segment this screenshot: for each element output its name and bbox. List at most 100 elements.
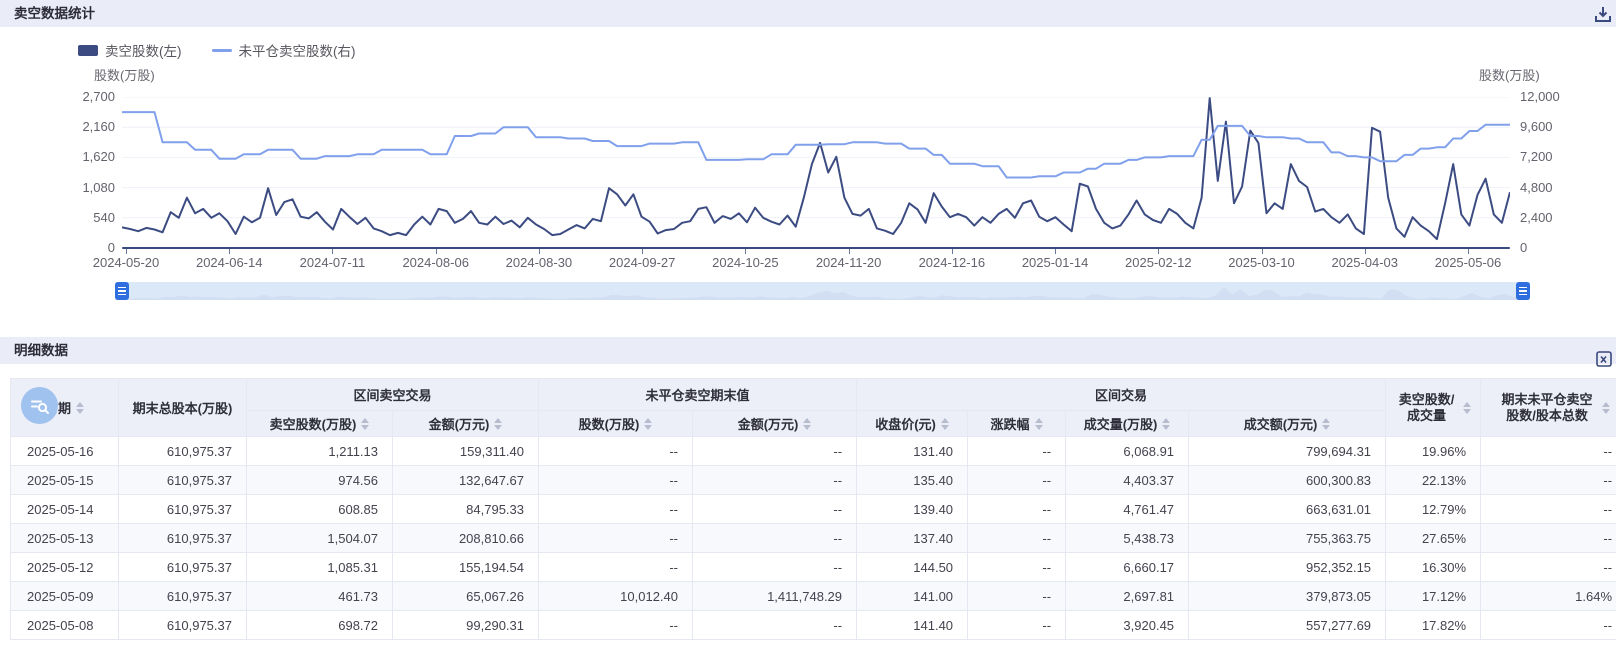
x-tick-label: 2024-11-20 [815, 255, 882, 270]
sort-carets-icon[interactable] [494, 417, 503, 430]
x-axis-line [122, 246, 1510, 249]
x-tick-label: 2025-05-06 [1434, 255, 1502, 270]
export-excel-icon[interactable] [1596, 351, 1613, 373]
col-header-close-price[interactable]: 收盘价(元) [856, 410, 969, 437]
sort-carets-icon[interactable] [940, 417, 949, 430]
table-row: 2025-05-12 610,975.37 1,085.31 155,194.54 --… [10, 552, 1616, 582]
sort-carets-icon[interactable] [76, 401, 84, 414]
x-tick-mark [642, 249, 644, 254]
col-header-ratio-short-vol[interactable]: 卖空股数/成交量 [1385, 378, 1482, 437]
cell-value: 10,012.40 [538, 581, 694, 611]
cell-value: 755,363.75 [1188, 523, 1387, 553]
x-tick-label: 2024-09-27 [608, 255, 676, 270]
col-header-date[interactable]: 日期 [10, 378, 119, 437]
cell-date: 2025-05-12 [10, 552, 119, 582]
right-axis-title: 股数(万股) [1479, 68, 1540, 83]
cell-value: 610,975.37 [118, 523, 247, 553]
cell-value: 600,300.83 [1188, 465, 1387, 495]
cell-value: 141.40 [856, 610, 969, 640]
table-row: 2025-05-08 610,975.37 698.72 99,290.31 -- -- 1… [10, 610, 1616, 640]
cell-value: -- [967, 523, 1067, 553]
cell-date: 2025-05-13 [10, 523, 119, 553]
y-tick-label-left: 0 [107, 240, 115, 255]
table-row: 2025-05-16 610,975.37 1,211.13 159,311.40 --… [10, 436, 1616, 466]
col-header-turnover[interactable]: 成交额(万元) [1188, 410, 1387, 437]
legend-swatch-dark [78, 44, 98, 56]
cell-value: -- [1480, 436, 1616, 466]
cell-value: 1,085.31 [246, 552, 393, 582]
sort-carets-icon[interactable] [1322, 417, 1331, 430]
sort-carets-icon[interactable] [644, 417, 653, 430]
col-header-short-amount[interactable]: 金额(万元) [391, 410, 540, 437]
x-tick-label: 2025-01-14 [1021, 255, 1089, 270]
cell-value: 208,810.66 [391, 523, 540, 553]
datazoom-slider-track[interactable] [115, 282, 1530, 300]
col-header-open-amount[interactable]: 金额(万元) [692, 410, 858, 437]
cell-value: -- [1480, 552, 1616, 582]
cell-value: 132,647.67 [391, 465, 540, 495]
x-tick-mark [332, 249, 334, 254]
datazoom-preview [115, 287, 1530, 300]
table-panel-header: 明细数据 [0, 337, 1616, 364]
cell-value: -- [538, 552, 694, 582]
cell-value: 139.40 [856, 494, 969, 524]
x-tick-mark [1158, 249, 1160, 254]
cell-value: 1.64% [1480, 581, 1616, 611]
x-tick-mark [1364, 249, 1366, 254]
datazoom-left-handle[interactable] [115, 282, 129, 300]
sort-carets-icon[interactable] [361, 417, 370, 430]
y-tick-label-right: 12,000 [1520, 89, 1560, 104]
cell-value: -- [967, 465, 1067, 495]
cell-value: -- [967, 494, 1067, 524]
sort-carets-icon[interactable] [1602, 401, 1611, 414]
cell-value: 16.30% [1385, 552, 1482, 582]
y-tick-label-right: 9,600 [1520, 119, 1553, 135]
legend-item-short-shares[interactable]: 卖空股数(左) [78, 40, 182, 60]
cell-value: 12.79% [1385, 494, 1482, 524]
x-tick-mark [229, 249, 231, 254]
cell-value: -- [692, 523, 858, 553]
y-tick-label-left: 1,080 [82, 179, 115, 195]
cell-value: -- [538, 523, 694, 553]
col-header-change[interactable]: 涨跌幅 [967, 410, 1067, 437]
chart-panel-title: 卖空数据统计 [14, 6, 95, 21]
group-header-interval-trade: 区间交易 [856, 378, 1387, 411]
legend-swatch-light [211, 48, 232, 52]
x-tick-mark [538, 249, 540, 254]
column-search-icon[interactable] [21, 387, 58, 429]
sort-carets-icon[interactable] [1462, 401, 1471, 414]
cell-value: 974.56 [246, 465, 393, 495]
cell-value: 19.96% [1385, 436, 1482, 466]
chart-legend: 卖空股数(左) 未平仓卖空股数(右) [78, 40, 356, 60]
sort-carets-icon[interactable] [1162, 417, 1171, 430]
sort-carets-icon[interactable] [1034, 417, 1043, 430]
x-tick-label: 2024-07-11 [299, 255, 366, 270]
table-row: 2025-05-09 610,975.37 461.73 65,067.26 10,01… [10, 581, 1616, 611]
col-header-open-shares[interactable]: 股数(万股) [538, 410, 694, 437]
chart-panel-header: 卖空数据统计 [0, 0, 1616, 27]
cell-date: 2025-05-09 [10, 581, 119, 611]
cell-date: 2025-05-08 [10, 610, 119, 640]
cell-value: -- [692, 465, 858, 495]
legend-item-open-short-shares[interactable]: 未平仓卖空股数(右) [211, 40, 356, 60]
x-tick-label: 2025-03-10 [1228, 255, 1295, 270]
x-tick-mark [848, 249, 850, 254]
col-header-volume[interactable]: 成交量(万股) [1065, 410, 1190, 437]
download-icon[interactable] [1593, 6, 1613, 29]
cell-value: 22.13% [1385, 465, 1482, 495]
cell-value: 5,438.73 [1065, 523, 1190, 553]
cell-value: -- [538, 494, 694, 524]
datazoom-right-handle[interactable] [1516, 282, 1530, 300]
y-tick-label-left: 2,160 [82, 119, 115, 135]
col-header-short-shares[interactable]: 卖空股数(万股) [246, 410, 393, 437]
x-tick-label: 2024-08-06 [402, 255, 469, 270]
x-tick-mark [1261, 249, 1263, 254]
cell-value: 131.40 [856, 436, 969, 466]
x-tick-mark [951, 249, 953, 254]
sort-carets-icon[interactable] [803, 417, 812, 430]
y-tick-label-left: 1,620 [82, 149, 115, 165]
cell-value: 952,352.15 [1188, 552, 1387, 582]
cell-value: 17.12% [1385, 581, 1482, 611]
cell-value: 610,975.37 [118, 494, 247, 524]
col-header-ratio-open-total[interactable]: 期末未平仓卖空股数/股本总数 [1480, 378, 1616, 437]
